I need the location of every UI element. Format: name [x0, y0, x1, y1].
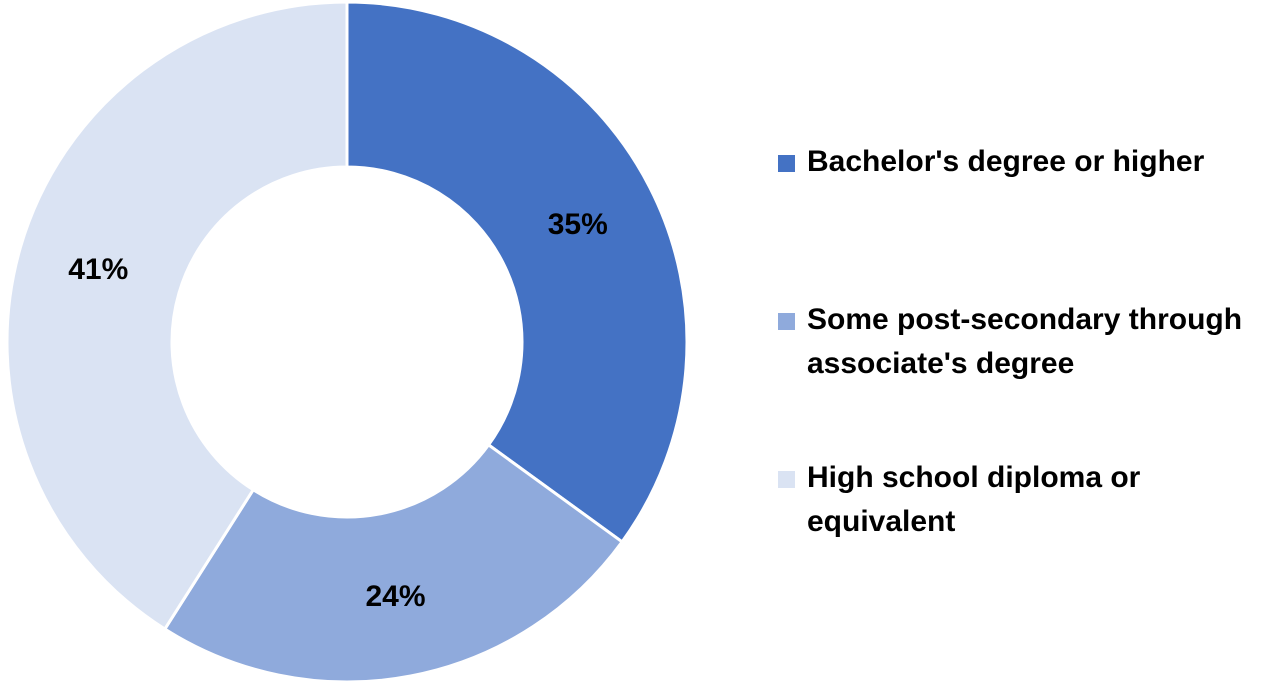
donut-chart: 35% 24% 41%	[5, 0, 689, 684]
legend-swatch-bachelors	[778, 155, 795, 172]
legend-item-bachelors: Bachelor's degree or higher	[778, 140, 1267, 184]
legend-label-bachelors: Bachelor's degree or higher	[807, 145, 1205, 178]
legend-item-some-post-secondary: Some post-secondary through associate's …	[778, 298, 1267, 386]
legend-swatch-high-school	[778, 471, 795, 488]
legend-label-some-post-secondary: Some post-secondary through associate's …	[807, 303, 1243, 380]
legend-label-high-school: High school diploma or equivalent	[807, 461, 1141, 538]
data-label-some-post-secondary: 24%	[366, 580, 426, 613]
donut-slice-some-post-secondary	[162, 442, 625, 684]
data-label-bachelors: 35%	[548, 208, 608, 241]
legend-swatch-some-post-secondary	[778, 313, 795, 330]
donut-slice-high-school	[5, 0, 349, 632]
donut-slice-bachelors	[345, 0, 689, 544]
data-label-high-school: 41%	[68, 253, 128, 286]
legend-item-high-school: High school diploma or equivalent	[778, 456, 1267, 544]
